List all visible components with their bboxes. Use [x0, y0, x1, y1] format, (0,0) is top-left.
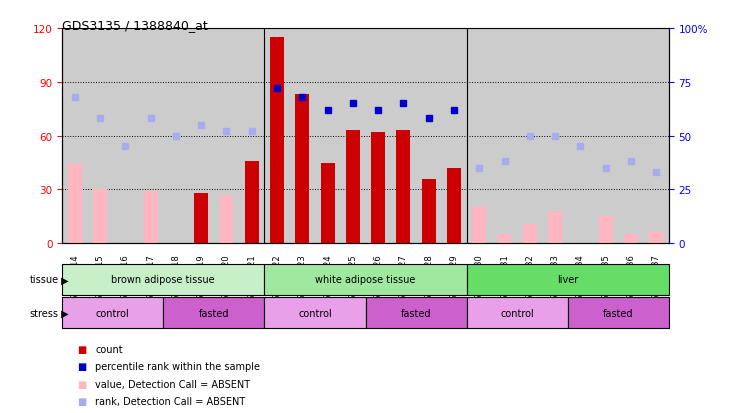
Bar — [62, 297, 163, 328]
Bar — [194, 194, 208, 244]
Bar — [422, 179, 436, 244]
Text: rank, Detection Call = ABSENT: rank, Detection Call = ABSENT — [95, 396, 246, 406]
Bar — [498, 235, 512, 244]
Bar — [346, 131, 360, 244]
Text: control: control — [500, 308, 534, 318]
Text: fasted: fasted — [199, 308, 229, 318]
Bar — [265, 264, 466, 295]
Bar — [265, 297, 366, 328]
Text: count: count — [95, 344, 123, 354]
Bar — [93, 190, 107, 244]
Bar — [599, 217, 613, 244]
Bar — [219, 195, 233, 244]
Text: control: control — [298, 308, 332, 318]
Text: value, Detection Call = ABSENT: value, Detection Call = ABSENT — [95, 379, 250, 389]
Bar — [270, 38, 284, 244]
Bar — [295, 95, 309, 244]
Text: GDS3135 / 1388840_at: GDS3135 / 1388840_at — [62, 19, 208, 31]
Text: white adipose tissue: white adipose tissue — [315, 275, 416, 285]
Bar — [371, 133, 385, 244]
Bar — [366, 297, 466, 328]
Bar — [447, 169, 461, 244]
Bar — [321, 163, 335, 244]
Text: ■: ■ — [77, 361, 86, 371]
Bar — [624, 235, 638, 244]
Text: fasted: fasted — [401, 308, 431, 318]
Bar — [245, 161, 259, 244]
Bar — [523, 224, 537, 244]
Text: ■: ■ — [77, 396, 86, 406]
Text: tissue: tissue — [29, 275, 58, 285]
Bar — [144, 192, 158, 244]
Bar — [548, 211, 562, 244]
Text: liver: liver — [557, 275, 578, 285]
Bar — [649, 231, 663, 244]
Bar — [472, 208, 486, 244]
Bar — [396, 131, 410, 244]
Bar — [163, 297, 265, 328]
Bar — [466, 264, 669, 295]
Text: stress: stress — [29, 308, 58, 318]
Text: fasted: fasted — [603, 308, 634, 318]
Text: ■: ■ — [77, 344, 86, 354]
Text: ▶: ▶ — [58, 275, 69, 285]
Text: ■: ■ — [77, 379, 86, 389]
Text: control: control — [96, 308, 129, 318]
Bar — [466, 297, 568, 328]
Bar — [568, 297, 669, 328]
Bar — [68, 165, 82, 244]
Bar — [62, 264, 265, 295]
Text: percentile rank within the sample: percentile rank within the sample — [95, 361, 260, 371]
Text: ▶: ▶ — [58, 308, 69, 318]
Text: brown adipose tissue: brown adipose tissue — [111, 275, 215, 285]
